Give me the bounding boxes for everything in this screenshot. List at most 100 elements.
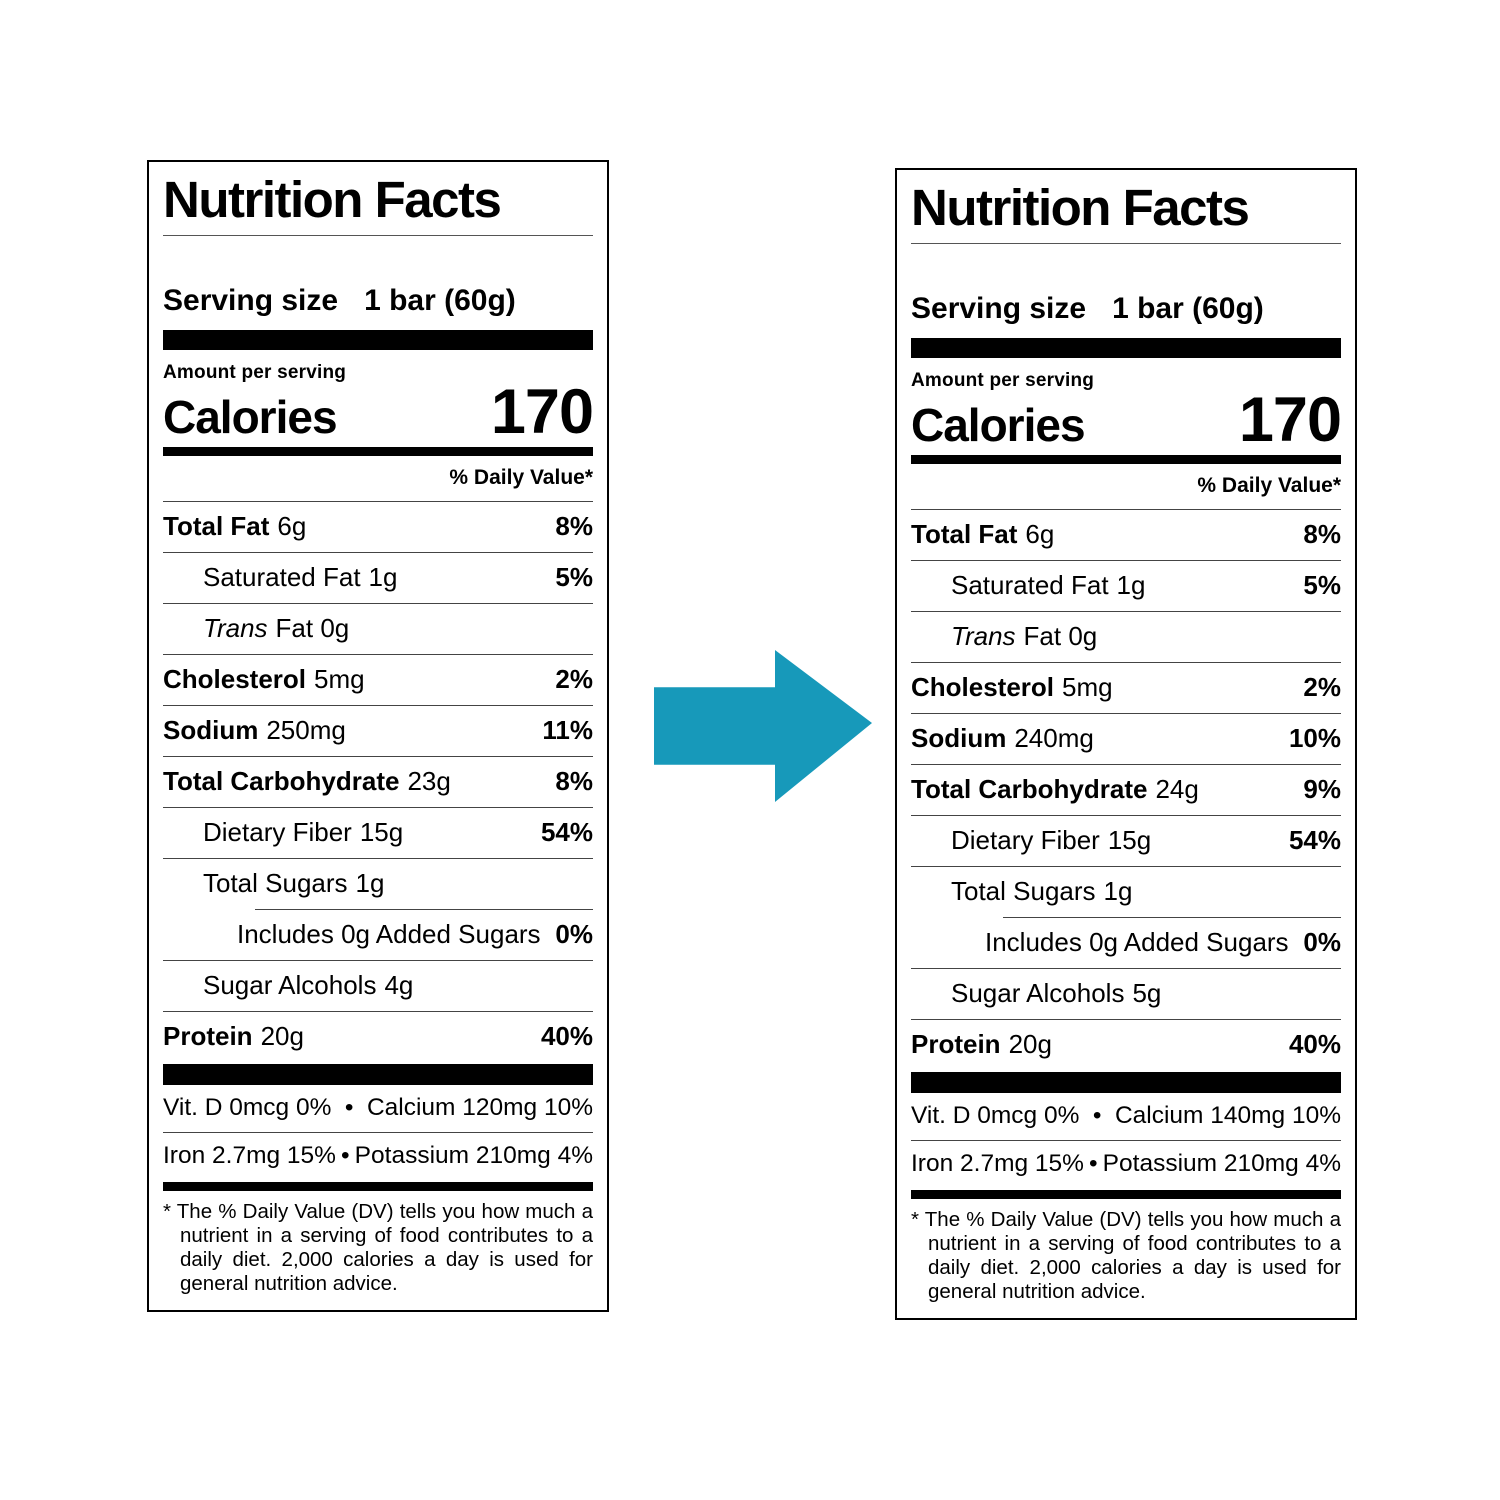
vitamin-rows: Vit. D 0mcg 0% • Calcium 120mg 10% Iron 2.7… xyxy=(163,1085,593,1180)
nutrient-amount: 5g xyxy=(1132,977,1162,1008)
nutrient-name: Protein xyxy=(911,1028,1001,1059)
right-arrow-icon xyxy=(654,650,872,802)
nutrient-amount: 240mg xyxy=(1014,722,1094,753)
row-separator xyxy=(1003,916,1341,918)
nutrient-amount: 24g xyxy=(1155,773,1199,804)
bullet-separator: • xyxy=(341,1141,350,1169)
row-separator xyxy=(911,610,1341,612)
nutrient-row: Saturated Fat 1g 5% xyxy=(911,561,1341,611)
daily-value-header: % Daily Value* xyxy=(163,456,593,502)
serving-size-value: 1 bar (60g) xyxy=(1112,292,1264,326)
row-separator xyxy=(163,959,593,961)
bullet-separator: • xyxy=(1089,1149,1098,1177)
serving-size-row: Serving size 1 bar (60g) xyxy=(911,292,1341,326)
nutrient-daily-value: 11% xyxy=(542,714,593,745)
nutrient-rows: Total Fat 6g 8% Saturated Fat 1g 5% Trans Fat 0… xyxy=(911,510,1341,1070)
calories-value: 170 xyxy=(490,377,594,448)
row-separator xyxy=(911,967,1341,969)
nutrient-row: Cholesterol 5mg 2% xyxy=(911,663,1341,713)
footer-divider-bar xyxy=(163,1181,593,1191)
nutrient-amount: 15g xyxy=(359,816,404,847)
calories-row: Calories 170 xyxy=(911,389,1342,451)
nutrient-name: Total Fat xyxy=(911,518,1018,549)
nutrient-amount: Fat 0g xyxy=(1023,620,1098,651)
nutrient-amount: 1g xyxy=(368,561,398,592)
daily-value-header: % Daily Value* xyxy=(911,464,1341,510)
title-rule xyxy=(911,243,1341,245)
nutrient-daily-value: 40% xyxy=(540,1020,593,1051)
row-separator xyxy=(163,602,593,604)
nutrient-daily-value: 54% xyxy=(1288,824,1341,855)
nutrient-row: Saturated Fat 1g 5% xyxy=(163,553,593,603)
serving-size-row: Serving size 1 bar (60g) xyxy=(163,284,593,318)
nutrition-label-before: Nutrition Facts Serving size 1 bar (60g)… xyxy=(147,160,609,1313)
nutrient-daily-value: 5% xyxy=(1303,569,1341,600)
nutrient-row: Sodium 240mg 10% xyxy=(911,714,1341,764)
row-separator xyxy=(911,865,1341,867)
vitamin-row: Iron 2.7mg 15% • Potassium 210mg 4% xyxy=(911,1141,1341,1188)
nutrient-name: Total Carbohydrate xyxy=(911,773,1148,804)
nutrient-name: Saturated Fat xyxy=(951,569,1109,600)
nutrient-amount: 4g xyxy=(384,969,414,1000)
nutrient-amount: 20g xyxy=(1008,1028,1052,1059)
nutrient-name: Dietary Fiber xyxy=(951,824,1100,855)
nutrient-row: Sugar Alcohols 4g xyxy=(163,961,593,1011)
nutrient-row: Total Sugars 1g xyxy=(911,867,1341,917)
nutrient-row: Total Carbohydrate 23g 8% xyxy=(163,757,593,807)
row-separator xyxy=(163,653,593,655)
nutrient-daily-value: 9% xyxy=(1303,773,1341,804)
nutrient-amount: 6g xyxy=(277,510,307,541)
calories-label: Calories xyxy=(163,390,338,443)
nutrient-name: Sodium xyxy=(911,722,1007,753)
nutrient-name: Cholesterol xyxy=(911,671,1055,702)
vitamin-left-item: Vit. D 0mcg 0% xyxy=(911,1101,1080,1129)
nutrient-name: Protein xyxy=(163,1020,253,1051)
row-separator xyxy=(163,857,593,859)
nutrient-name: Sugar Alcohols xyxy=(951,977,1125,1008)
serving-size-value: 1 bar (60g) xyxy=(364,284,516,318)
vitamin-right-item: Potassium 210mg 4% xyxy=(354,1141,593,1169)
nutrient-name: Sugar Alcohols xyxy=(203,969,377,1000)
nutrient-name: Trans xyxy=(951,620,1016,651)
nutrient-row: Includes 0g Added Sugars 0% xyxy=(911,918,1341,968)
nutrient-daily-value: 5% xyxy=(555,561,593,592)
vitamin-left-item: Iron 2.7mg 15% xyxy=(163,1141,336,1169)
medium-divider-bar xyxy=(911,454,1341,464)
daily-value-footnote: * The % Daily Value (DV) tells you how m… xyxy=(911,1207,1341,1304)
nutrient-row: Includes 0g Added Sugars 0% xyxy=(163,910,593,960)
nutrient-amount: 1g xyxy=(355,867,385,898)
nutrient-row: Dietary Fiber 15g 54% xyxy=(911,816,1341,866)
nutrient-daily-value: 2% xyxy=(1303,671,1341,702)
row-separator xyxy=(163,1131,593,1133)
nutrient-row: Protein 20g 40% xyxy=(911,1020,1341,1070)
row-separator xyxy=(911,559,1341,561)
vitamin-right-item: Potassium 210mg 4% xyxy=(1102,1149,1341,1177)
calories-label: Calories xyxy=(911,398,1086,451)
nutrient-daily-value: 54% xyxy=(540,816,593,847)
footer-divider-bar xyxy=(911,1189,1341,1199)
vitamin-row: Vit. D 0mcg 0% • Calcium 140mg 10% xyxy=(911,1093,1341,1140)
thick-divider-bar xyxy=(163,330,593,351)
row-separator xyxy=(911,661,1341,663)
nutrient-row: Total Fat 6g 8% xyxy=(163,502,593,552)
nutrient-row: Total Carbohydrate 24g 9% xyxy=(911,765,1341,815)
vitamin-row: Iron 2.7mg 15% • Potassium 210mg 4% xyxy=(163,1133,593,1180)
row-separator xyxy=(163,1010,593,1012)
nutrient-row: Total Fat 6g 8% xyxy=(911,510,1341,560)
nutrient-row: Cholesterol 5mg 2% xyxy=(163,655,593,705)
vitamin-left-item: Vit. D 0mcg 0% xyxy=(163,1093,332,1121)
nutrient-amount: 6g xyxy=(1025,518,1055,549)
row-separator xyxy=(911,814,1341,816)
nutrient-row: Trans Fat 0g xyxy=(911,612,1341,662)
nutrient-amount: 23g xyxy=(407,765,451,796)
nutrient-name: Dietary Fiber xyxy=(203,816,352,847)
thick-divider-bar xyxy=(911,338,1341,359)
nutrient-row: Sodium 250mg 11% xyxy=(163,706,593,756)
nutrient-name: Saturated Fat xyxy=(203,561,361,592)
vitamin-left-item: Iron 2.7mg 15% xyxy=(911,1149,1084,1177)
vitamin-row: Vit. D 0mcg 0% • Calcium 120mg 10% xyxy=(163,1085,593,1132)
nutrient-row: Dietary Fiber 15g 54% xyxy=(163,808,593,858)
nutrient-name: Total Fat xyxy=(163,510,270,541)
nutrient-name: Trans xyxy=(203,612,268,643)
